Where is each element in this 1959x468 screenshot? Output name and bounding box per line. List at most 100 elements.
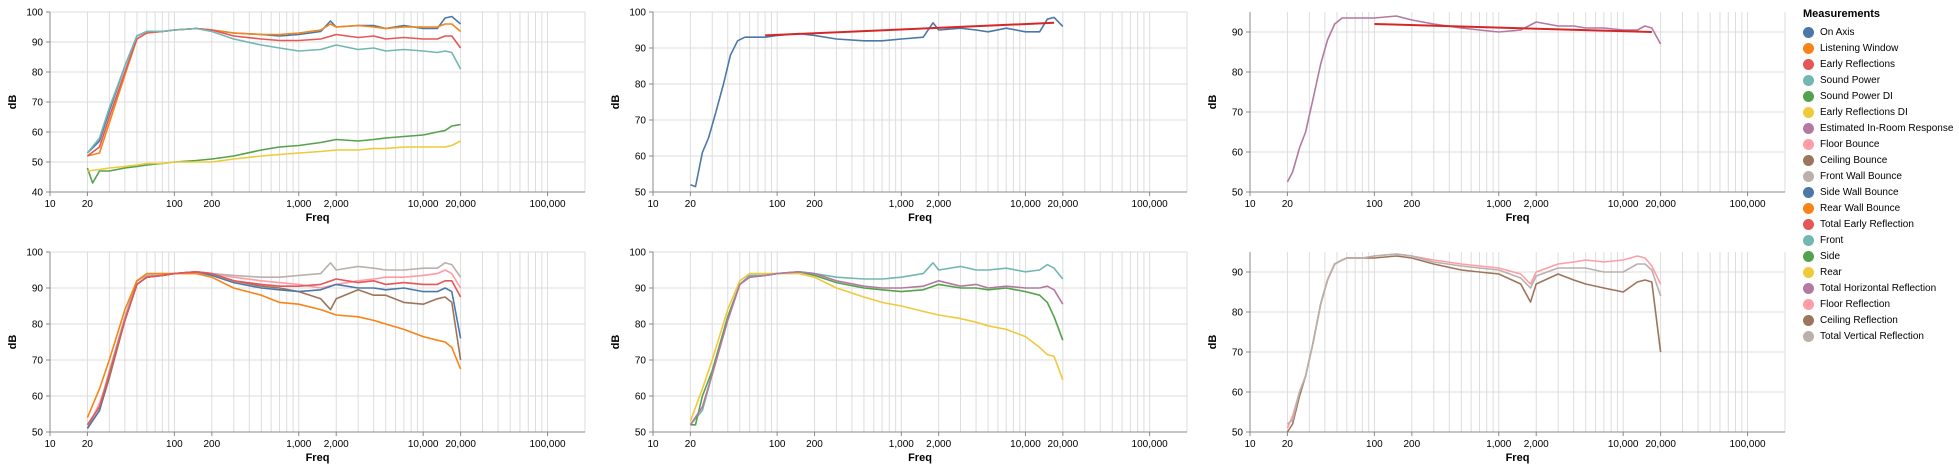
x-tick-label: 200 — [1403, 199, 1420, 210]
legend-swatch — [1803, 154, 1814, 166]
legend-item[interactable]: Floor Bounce — [1803, 136, 1953, 152]
x-tick-label: 20 — [1282, 439, 1294, 450]
legend-swatch — [1803, 42, 1814, 54]
x-axis-title: Freq — [908, 212, 932, 224]
legend-swatch — [1803, 74, 1814, 86]
legend-item[interactable]: Total Horizontal Reflection — [1803, 280, 1953, 296]
y-tick-label: 60 — [1232, 148, 1244, 159]
x-axis-title: Freq — [1506, 452, 1530, 464]
legend-swatch — [1803, 234, 1814, 246]
x-tick-label: 100 — [1366, 199, 1383, 210]
x-tick-label: 10 — [647, 199, 659, 210]
x-tick-label: 100,000 — [1729, 199, 1766, 210]
y-tick-label: 60 — [32, 128, 44, 139]
legend-item[interactable]: On Axis — [1803, 24, 1953, 40]
x-tick-label: 2,000 — [926, 199, 951, 210]
x-tick-label: 1,000 — [889, 199, 914, 210]
y-tick-label: 80 — [635, 320, 647, 331]
legend-label: Ceiling Bounce — [1820, 154, 1888, 166]
y-axis-title: dB — [610, 335, 622, 350]
legend-swatch — [1803, 202, 1814, 214]
series-line — [86, 269, 462, 429]
y-tick-label: 100 — [629, 8, 646, 19]
legend-item[interactable]: Total Vertical Reflection — [1803, 328, 1953, 344]
y-tick-label: 80 — [1232, 308, 1244, 319]
series-line — [690, 271, 1064, 426]
legend-label: Total Vertical Reflection — [1820, 330, 1924, 342]
legend-item[interactable]: Ceiling Bounce — [1803, 152, 1953, 168]
legend-item[interactable]: Ceiling Reflection — [1803, 312, 1953, 328]
x-tick-label: 20,000 — [1645, 199, 1676, 210]
legend-item[interactable]: Sound Power — [1803, 72, 1953, 88]
legend-label: Floor Bounce — [1820, 138, 1880, 150]
chart-panel: 50 60 70 80 90 10 20 100 200 1,000 2,000 10,000 20,0… — [1207, 12, 1786, 224]
legend-item[interactable]: Side Wall Bounce — [1803, 184, 1953, 200]
series-line — [86, 271, 462, 429]
legend-swatch — [1803, 250, 1814, 262]
legend-item[interactable]: Floor Reflection — [1803, 296, 1953, 312]
y-tick-label: 50 — [32, 428, 44, 439]
series-line — [689, 271, 1064, 426]
y-tick-label: 80 — [635, 80, 647, 91]
legend-label: Listening Window — [1820, 42, 1899, 54]
legend-item[interactable]: Rear — [1803, 264, 1953, 280]
x-tick-label: 10,000 — [1608, 439, 1639, 450]
y-tick-label: 90 — [1232, 268, 1244, 279]
legend-label: Rear Wall Bounce — [1820, 202, 1901, 214]
legend-item[interactable]: Early Reflections DI — [1803, 104, 1953, 120]
legend-swatch — [1803, 26, 1814, 38]
y-tick-label: 100 — [26, 8, 43, 19]
x-tick-label: 200 — [806, 439, 823, 450]
legend-swatch — [1803, 330, 1814, 342]
legend-item[interactable]: Listening Window — [1803, 40, 1953, 56]
legend-label: Rear — [1820, 266, 1842, 278]
y-tick-label: 60 — [635, 392, 647, 403]
y-tick-label: 80 — [1232, 68, 1244, 79]
chart-panel: 50 60 70 80 90 100 10 20 100 200 1,000 2,000 10,000 2… — [610, 248, 1188, 464]
y-tick-label: 70 — [1232, 348, 1244, 359]
legend-item[interactable]: Sound Power DI — [1803, 88, 1953, 104]
legend-swatch — [1803, 186, 1814, 198]
y-tick-label: 60 — [635, 152, 647, 163]
legend-item[interactable]: Early Reflections — [1803, 56, 1953, 72]
legend-swatch — [1803, 314, 1814, 326]
legend-item[interactable]: Front — [1803, 232, 1953, 248]
y-tick-label: 90 — [635, 284, 647, 295]
legend-item[interactable]: Front Wall Bounce — [1803, 168, 1953, 184]
legend-item[interactable]: Estimated In-Room Response — [1803, 120, 1953, 136]
y-tick-label: 70 — [635, 356, 647, 367]
series-line — [1286, 253, 1662, 425]
x-tick-label: 100,000 — [1132, 199, 1169, 210]
legend-swatch — [1803, 122, 1814, 134]
x-tick-label: 200 — [1403, 439, 1420, 450]
y-tick-label: 60 — [32, 392, 44, 403]
legend-label: Floor Reflection — [1820, 298, 1891, 310]
legend-item[interactable]: Total Early Reflection — [1803, 216, 1953, 232]
series-line — [86, 272, 462, 418]
series-line — [86, 271, 462, 426]
legend-item[interactable]: Rear Wall Bounce — [1803, 200, 1953, 216]
x-tick-label: 20 — [82, 439, 94, 450]
x-tick-label: 200 — [203, 199, 220, 210]
y-tick-label: 70 — [635, 116, 647, 127]
trend-line — [765, 21, 1055, 37]
series-line — [1286, 15, 1662, 183]
legend-label: Front Wall Bounce — [1820, 170, 1902, 182]
x-tick-label: 10,000 — [1010, 199, 1041, 210]
x-tick-label: 10,000 — [408, 439, 439, 450]
legend-swatch — [1803, 170, 1814, 182]
legend-label: On Axis — [1820, 26, 1855, 38]
legend-swatch — [1803, 298, 1814, 310]
x-tick-label: 20 — [685, 439, 697, 450]
x-tick-label: 20 — [685, 199, 697, 210]
legend-label: Sound Power DI — [1820, 90, 1893, 102]
legend-label: Total Early Reflection — [1820, 218, 1914, 230]
x-tick-label: 100 — [166, 439, 183, 450]
gridlines — [49, 251, 586, 433]
series-line — [86, 27, 462, 154]
legend-item[interactable]: Side — [1803, 248, 1953, 264]
trend-line — [1374, 23, 1652, 33]
x-tick-label: 10 — [647, 439, 659, 450]
y-tick-label: 100 — [629, 248, 646, 259]
x-tick-label: 2,000 — [324, 439, 349, 450]
